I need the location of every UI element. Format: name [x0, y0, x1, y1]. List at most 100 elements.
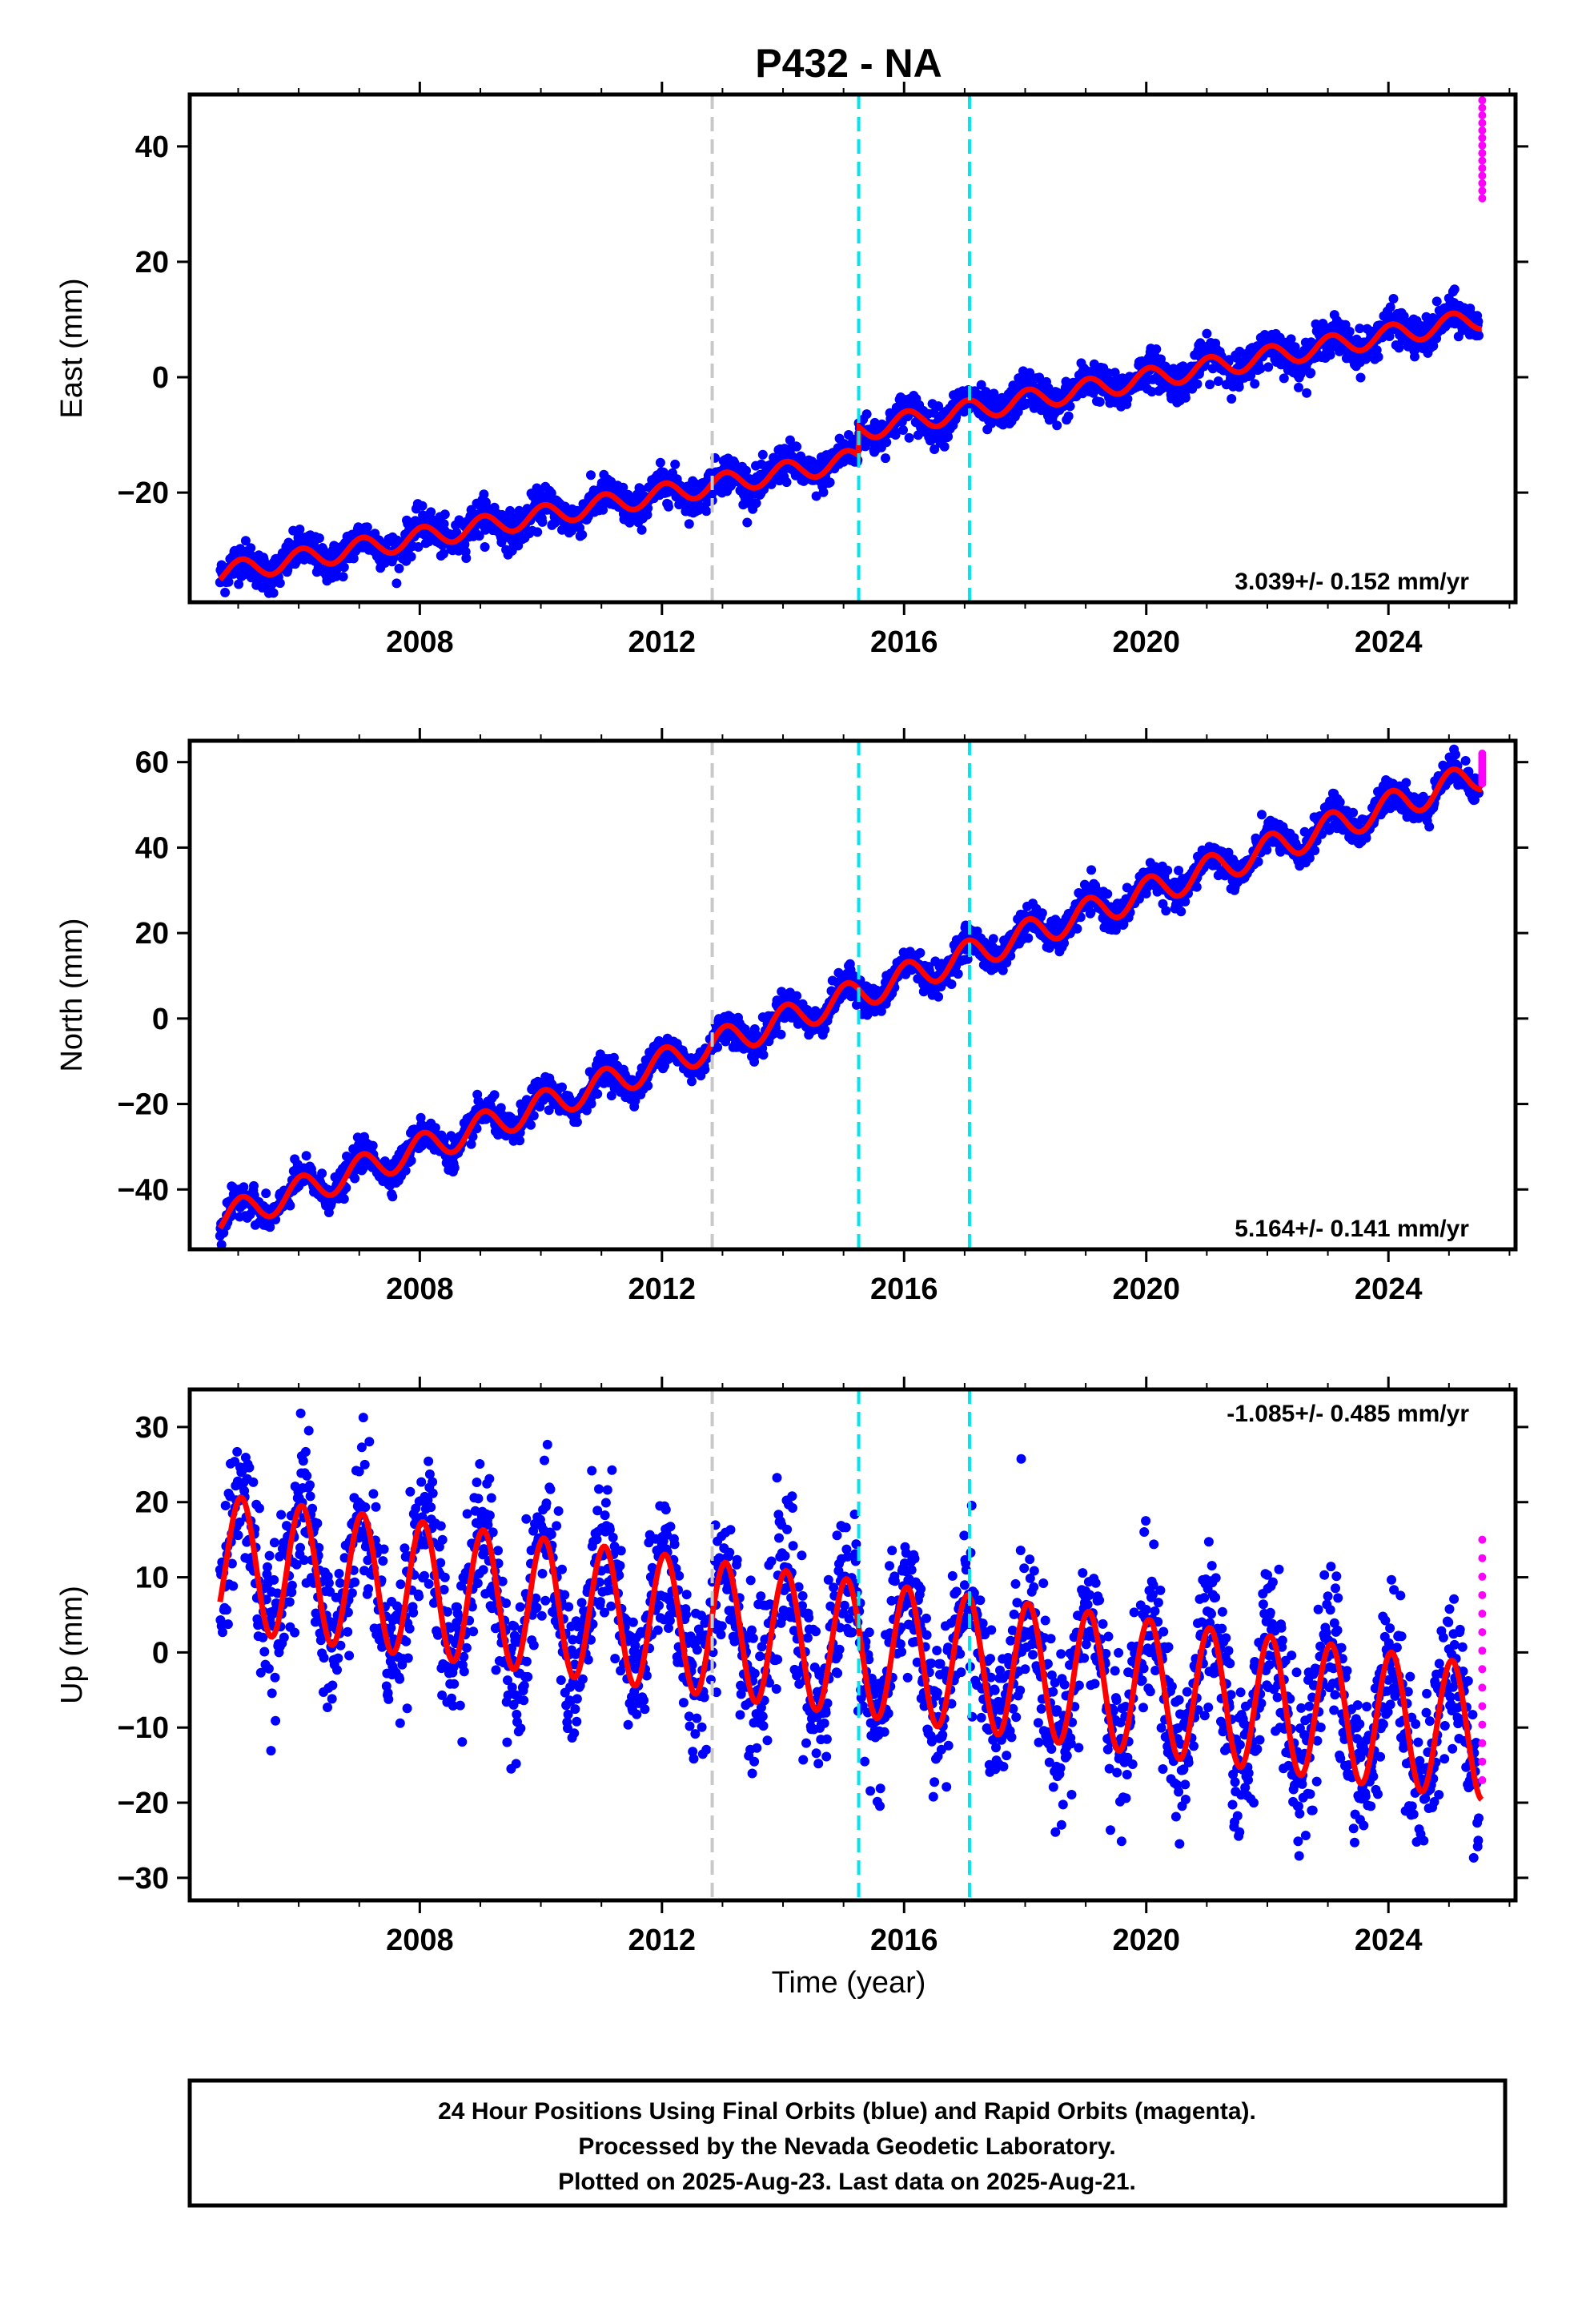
final-orbit-point [216, 1240, 227, 1249]
final-orbit-point [1025, 368, 1035, 378]
final-orbit-point [1474, 331, 1484, 340]
final-orbit-point [1234, 382, 1244, 392]
x-tick-label: 2016 [870, 625, 938, 659]
final-orbit-point [1286, 334, 1296, 344]
final-orbit-point [1325, 350, 1335, 360]
final-orbit-point [339, 562, 349, 573]
final-orbit-point [1348, 807, 1359, 818]
final-orbit-point [1410, 352, 1419, 362]
final-orbit-point [1294, 382, 1303, 392]
final-orbit-point [1335, 797, 1345, 807]
final-orbit-point [1255, 364, 1266, 374]
final-orbit-point [670, 459, 681, 469]
rapid-orbit-point [1478, 111, 1487, 119]
final-orbit-point [1262, 845, 1272, 855]
final-orbit-point [285, 1200, 295, 1211]
final-orbit-point [1246, 370, 1256, 380]
final-orbit-point [636, 525, 647, 535]
final-orbit-point [757, 449, 768, 460]
final-orbit-point [781, 477, 792, 488]
final-orbit-point [1174, 866, 1184, 875]
final-orbit-point [606, 1091, 616, 1101]
final-orbit-point [655, 457, 665, 468]
final-orbit-point [1072, 923, 1082, 934]
y-tick-label: 40 [135, 131, 169, 164]
y-tick-label: −20 [118, 476, 169, 510]
final-orbit-point [461, 553, 472, 563]
final-orbit-point [1102, 889, 1113, 899]
final-orbit-point [1223, 847, 1234, 858]
final-orbit-point [1156, 354, 1166, 364]
final-orbit-point [466, 1139, 476, 1149]
final-orbit-point [537, 517, 548, 527]
final-orbit-point [749, 1056, 760, 1067]
final-orbit-point [1176, 907, 1186, 917]
final-orbit-point [643, 1080, 653, 1091]
plot-frame [187, 92, 1518, 605]
final-orbit-point [1431, 296, 1442, 307]
final-orbit-point [592, 1089, 603, 1099]
final-orbit-point [572, 1117, 582, 1128]
final-orbit-point [338, 572, 348, 582]
final-orbit-point [474, 531, 484, 541]
final-orbit-point [1037, 908, 1047, 919]
final-orbit-point [350, 1173, 360, 1184]
final-orbit-point [546, 488, 556, 498]
final-orbit-point [608, 1052, 619, 1063]
final-orbit-point [426, 507, 436, 517]
final-orbit-point [1023, 933, 1034, 943]
final-orbit-point [1094, 396, 1105, 407]
final-orbit-point [776, 1029, 786, 1039]
final-orbit-point [876, 1006, 886, 1016]
final-orbit-point [1227, 394, 1237, 404]
final-orbit-point [348, 553, 359, 564]
final-orbit-point [301, 1151, 311, 1161]
final-orbit-point [268, 588, 279, 598]
rapid-orbit-point [1478, 134, 1487, 143]
final-orbit-point [1304, 853, 1315, 863]
final-orbit-point [265, 1222, 275, 1232]
final-orbit-point [820, 1024, 830, 1035]
final-orbit-point [1394, 343, 1404, 353]
model-fit-line [218, 310, 1482, 581]
final-orbit-point [1373, 352, 1383, 362]
velocity-annotation: 3.039+/- 0.152 mm/yr [1235, 569, 1469, 595]
final-orbit-point [577, 529, 588, 540]
final-orbit-point [220, 587, 231, 597]
final-orbit-point [1306, 368, 1316, 378]
final-orbit-point [249, 1180, 259, 1191]
final-orbit-point [1385, 302, 1395, 312]
x-tick-label: 2008 [386, 625, 454, 659]
final-orbit-point [700, 1064, 710, 1075]
final-orbit-point [825, 477, 835, 488]
final-orbit-point [1205, 380, 1215, 390]
final-orbit-point [532, 527, 543, 537]
final-orbit-point [792, 991, 802, 1001]
final-orbit-point [439, 549, 448, 559]
final-orbit-point [1428, 340, 1439, 351]
rapid-orbit-point [1478, 103, 1487, 112]
final-orbit-point [1310, 846, 1320, 855]
final-orbit-point [1161, 906, 1171, 916]
final-orbit-point [1122, 394, 1133, 404]
final-orbit-point [391, 578, 402, 589]
final-orbit-point [339, 1194, 349, 1204]
x-tick-label: 2012 [628, 625, 697, 659]
rapid-orbit-point [1478, 171, 1487, 180]
final-orbit-point [586, 1099, 596, 1109]
final-orbit-point [526, 1120, 536, 1130]
final-orbit-point [898, 425, 908, 435]
final-orbit-point [684, 519, 694, 529]
final-orbit-point [811, 491, 821, 501]
final-orbit-point [1086, 907, 1096, 918]
final-orbit-point [1180, 896, 1191, 907]
final-orbit-point [687, 1076, 697, 1087]
y-tick-label: 0 [152, 361, 169, 395]
final-orbit-point [953, 969, 963, 979]
final-orbit-point [934, 401, 944, 412]
final-orbit-point [741, 465, 751, 476]
final-orbit-point [314, 533, 324, 543]
final-orbit-point [1355, 372, 1366, 383]
final-orbit-point [468, 1132, 478, 1142]
